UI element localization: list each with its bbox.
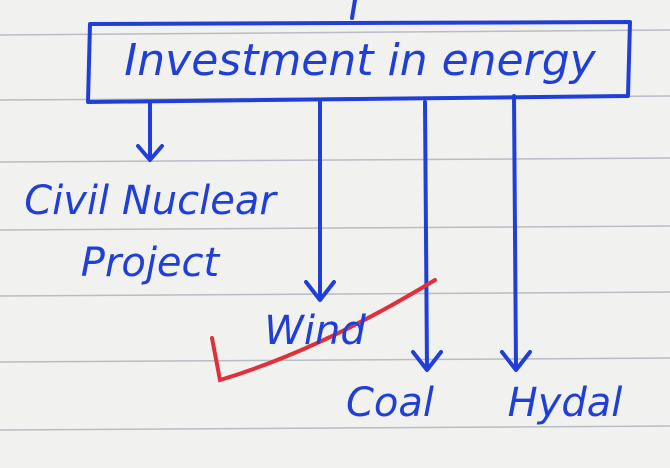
strikethrough (210, 278, 437, 383)
paper-line (0, 357, 670, 363)
arrow (411, 100, 443, 372)
arrow (304, 100, 336, 302)
root-label: Investment in energy (124, 35, 596, 86)
node-label: Coal (345, 380, 435, 426)
paper-line (0, 29, 670, 36)
arrow (136, 100, 164, 162)
node-label: Civil Nuclear Project (24, 178, 276, 286)
paper-lines (0, 29, 670, 431)
paper-line (0, 157, 670, 163)
incoming-line (350, 0, 357, 20)
paper-line (0, 425, 670, 431)
node-label: Wind (264, 308, 366, 354)
root-box (86, 20, 632, 104)
paper-line (0, 291, 670, 297)
node-label: Hydal (507, 380, 623, 426)
paper-line (0, 225, 670, 231)
arrow (500, 94, 532, 372)
